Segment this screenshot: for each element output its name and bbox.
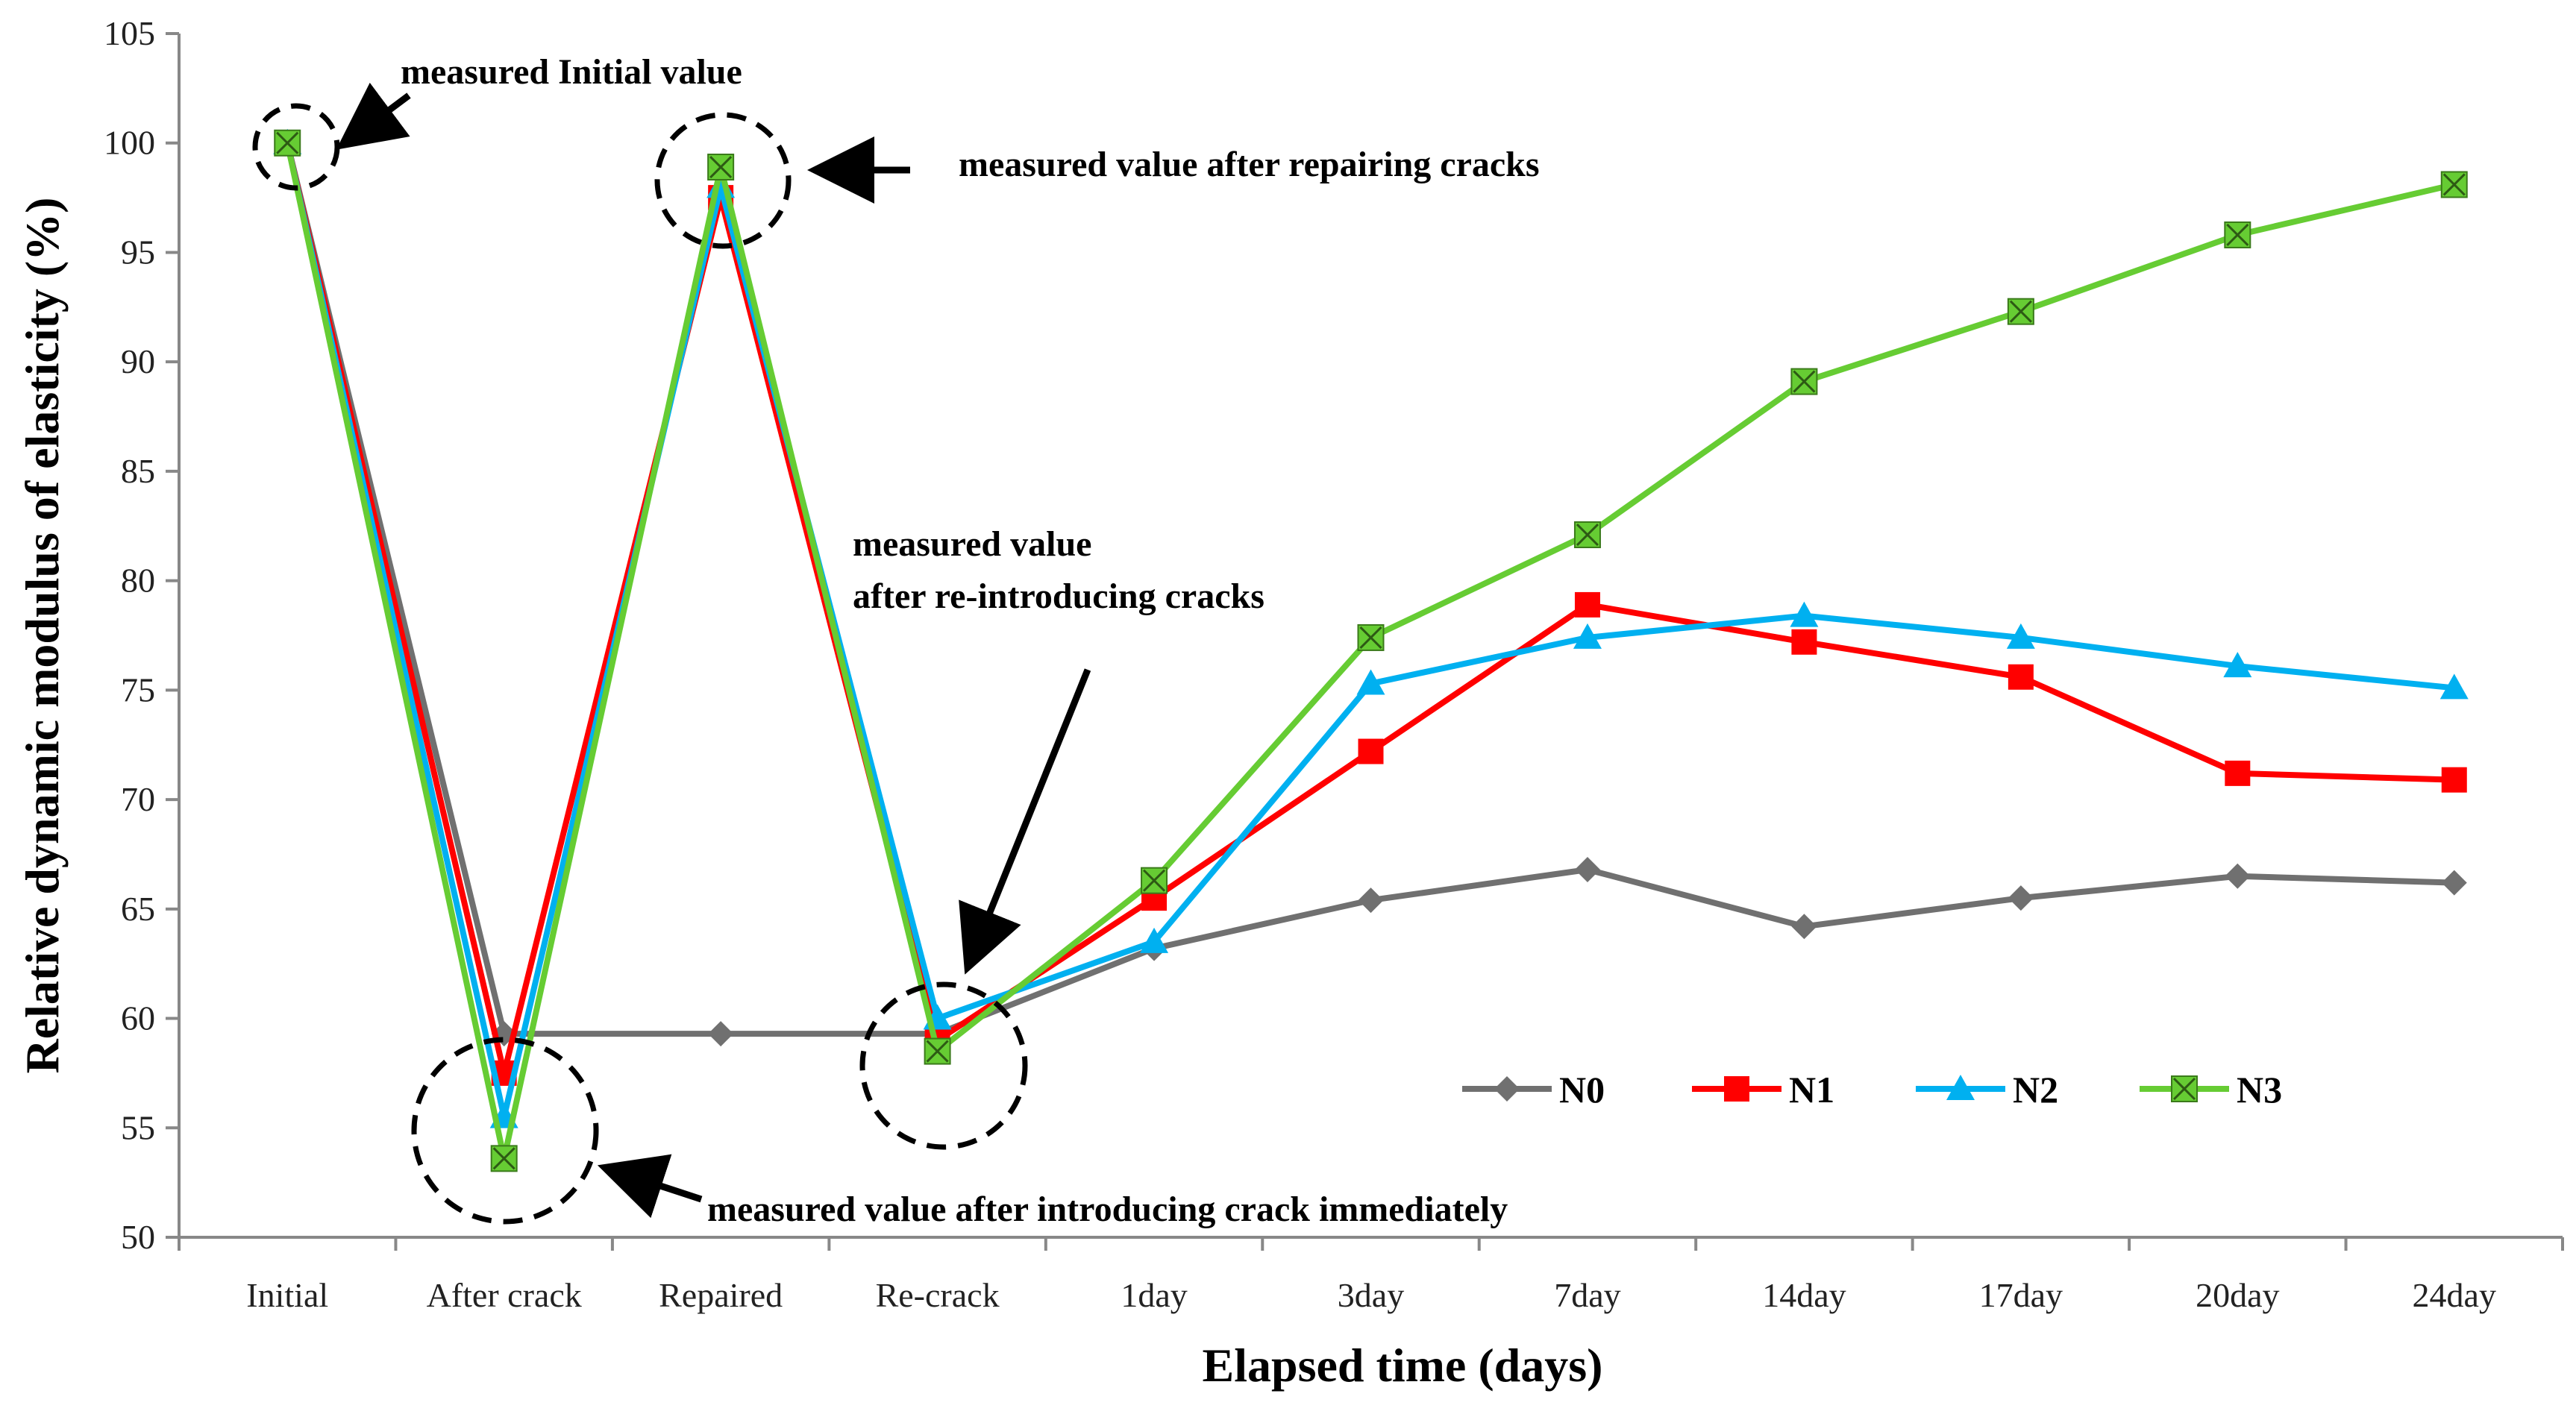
legend-item-n0: N0 [1462, 1069, 1605, 1110]
y-ticks: 50 55 60 65 70 75 80 85 90 95 100 105 [104, 14, 179, 1256]
data-point-n3 [924, 1037, 951, 1065]
x-axis-title: Elapsed time (days) [1203, 1339, 1603, 1392]
x-tick-label: 1day [1121, 1276, 1187, 1314]
data-point-n2 [2439, 673, 2469, 700]
data-point-n2 [1356, 669, 1385, 695]
data-point-n3 [2007, 298, 2034, 325]
series-n3 [274, 129, 2468, 1172]
after-crack-value-arrow [597, 1154, 703, 1219]
data-point-n0 [708, 1021, 734, 1047]
data-point-n2 [2006, 623, 2035, 649]
y-axis-title: Relative dynamic modulus of elasticity (… [16, 198, 69, 1074]
y-tick-label: 105 [104, 14, 155, 52]
data-point-n0 [1574, 856, 1600, 882]
y-tick-label: 50 [121, 1218, 155, 1256]
data-point-n0 [2008, 885, 2034, 911]
legend-item-n2: N2 [1916, 1069, 2058, 1110]
y-tick-label: 100 [104, 124, 155, 162]
data-point-n1 [1574, 591, 1600, 618]
initial-value-arrow [336, 82, 411, 150]
y-tick-label: 90 [121, 342, 155, 380]
legend-item-n1: N1 [1692, 1069, 1834, 1110]
re-crack-value-circle [859, 981, 1028, 1150]
y-tick-label: 75 [121, 670, 155, 709]
data-point-n3 [2224, 221, 2251, 248]
annotation-initial-value: measured Initial value [401, 52, 742, 92]
y-tick-label: 55 [121, 1108, 155, 1146]
legend-swatch-marker [1494, 1076, 1520, 1102]
data-point-n2 [1140, 927, 1169, 953]
annotation-re-crack-value-line1: measured value [853, 524, 1091, 564]
legend-swatch-marker [2171, 1075, 2198, 1102]
y-tick-label: 60 [121, 999, 155, 1037]
annotation-repaired-value: measured value after repairing cracks [959, 145, 1540, 184]
y-tick-label: 80 [121, 562, 155, 600]
data-point-n2 [2223, 652, 2252, 678]
data-point-n2 [1573, 623, 1602, 649]
series-layer [273, 128, 2469, 1172]
data-point-n1 [1358, 738, 1384, 764]
series-n0 [275, 130, 2467, 1047]
data-point-n3 [274, 129, 301, 157]
y-tick-label: 95 [121, 233, 155, 271]
data-point-n0 [2441, 870, 2467, 896]
data-point-n1 [2008, 664, 2034, 690]
data-point-n0 [1791, 914, 1817, 940]
data-point-n3 [2440, 171, 2468, 198]
annotation-circles [252, 103, 1028, 1225]
y-tick-label: 85 [121, 452, 155, 490]
x-tick-label: 14day [1762, 1276, 1846, 1314]
legend-label: N1 [1789, 1069, 1834, 1110]
data-point-n2 [1790, 601, 1819, 627]
annotation-arrows [336, 82, 1091, 1219]
repaired-value-circle [654, 112, 792, 249]
data-point-n1 [1791, 629, 1817, 655]
x-tick-label: 24day [2413, 1276, 2496, 1314]
annotation-re-crack-value-line2: after re-introducing cracks [853, 577, 1265, 616]
re-crack-value-arrow [959, 668, 1091, 975]
after-crack-value-circle [411, 1037, 599, 1225]
data-point-n3 [490, 1145, 518, 1172]
y-tick-label: 70 [121, 780, 155, 818]
data-point-n1 [2225, 760, 2251, 786]
data-point-n3 [1573, 521, 1601, 549]
data-point-n1 [2441, 767, 2467, 793]
x-tick-label: Re-crack [876, 1276, 1000, 1314]
series-line-n1 [284, 142, 2454, 1076]
x-ticks: Initial After crack Repaired Re-crack 1day 3d… [178, 1237, 2564, 1314]
legend-swatch-marker [1946, 1075, 1975, 1100]
data-point-n0 [1358, 888, 1384, 914]
data-point-n0 [2225, 863, 2251, 889]
legend-swatch-marker [1724, 1076, 1749, 1102]
x-tick-label: 7day [1554, 1276, 1620, 1314]
data-point-n3 [1357, 623, 1385, 651]
x-tick-label: 20day [2196, 1276, 2279, 1314]
data-point-n3 [707, 154, 735, 181]
x-tick-label: 3day [1338, 1276, 1404, 1314]
annotation-after-crack-value: measured value after introducing crack i… [707, 1190, 1508, 1229]
legend-label: N2 [2013, 1069, 2058, 1110]
legend-label: N0 [1559, 1069, 1605, 1110]
legend-label: N3 [2237, 1069, 2282, 1110]
series-n1 [275, 130, 2467, 1086]
x-tick-label: Initial [246, 1276, 328, 1314]
axes [178, 34, 2563, 1239]
x-tick-label: Repaired [659, 1276, 783, 1314]
legend-item-n3: N3 [2140, 1069, 2282, 1110]
x-tick-label: After crack [427, 1276, 582, 1314]
data-point-n3 [1141, 867, 1168, 894]
data-point-n3 [1790, 368, 1818, 395]
x-tick-label: 17day [1979, 1276, 2063, 1314]
legend: N0 N1 N2 N3 [1462, 1069, 2282, 1110]
y-tick-label: 65 [121, 890, 155, 928]
